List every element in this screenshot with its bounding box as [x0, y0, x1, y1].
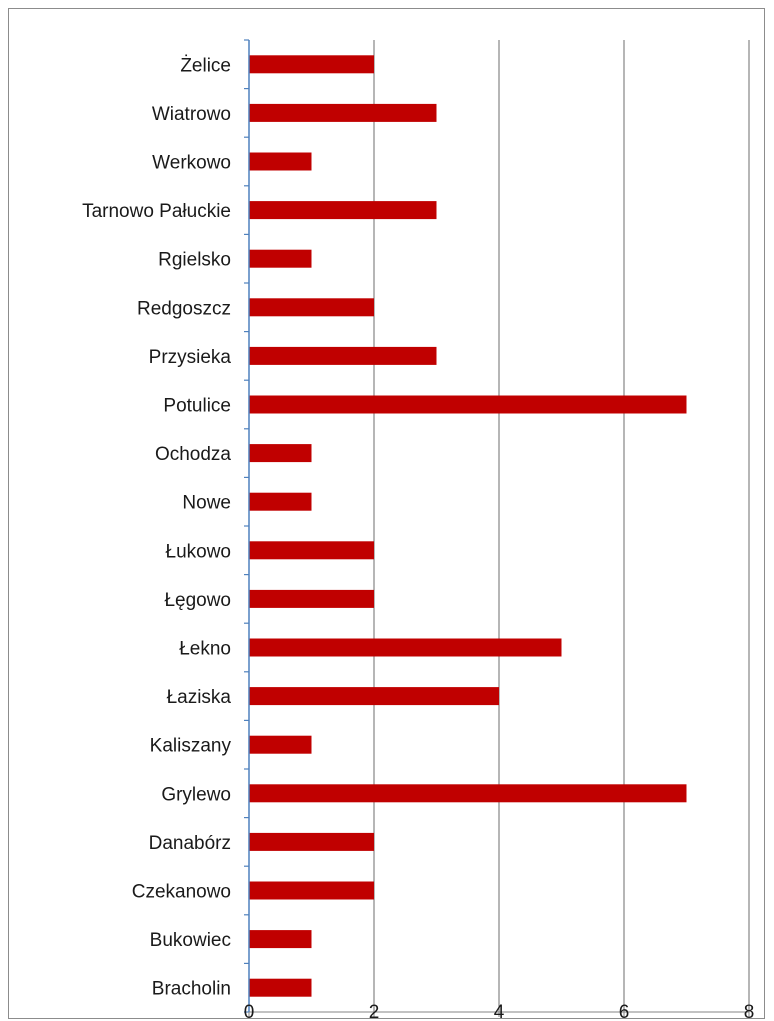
category-label-4: Rgielsko [158, 250, 231, 271]
gridlines [373, 40, 750, 1012]
bar-18 [249, 930, 312, 949]
chart-frame: Żelice Wiatrowo Werkowo Tarnowo Pałuckie Rgi… [8, 8, 765, 1020]
bar-13 [249, 687, 499, 706]
bar-19 [249, 978, 312, 997]
category-label-3: Tarnowo Pałuckie [82, 201, 231, 222]
category-label-17: Czekanowo [132, 882, 231, 903]
category-labels: Żelice Wiatrowo Werkowo Tarnowo Pałuckie Rgi… [82, 55, 231, 999]
category-label-8: Ochodza [155, 444, 231, 465]
x-tick-label-1: 2 [369, 1002, 380, 1020]
x-tick-labels: 0 2 4 6 8 [244, 1002, 755, 1020]
category-label-16: Danabórz [149, 833, 231, 854]
bars [249, 55, 687, 997]
category-label-13: Łaziska [167, 687, 232, 708]
x-tick-label-2: 4 [494, 1002, 505, 1020]
category-label-1: Wiatrowo [152, 104, 231, 125]
category-label-19: Bracholin [152, 979, 231, 1000]
x-tick-label-3: 6 [619, 1002, 630, 1020]
bar-8 [249, 444, 312, 463]
bar-17 [249, 881, 374, 900]
bar-10 [249, 541, 374, 560]
category-label-0: Żelice [180, 55, 231, 76]
bar-15 [249, 784, 687, 803]
category-label-5: Redgoszcz [137, 298, 231, 319]
category-label-15: Grylewo [161, 784, 231, 805]
bar-14 [249, 735, 312, 754]
category-label-2: Werkowo [152, 153, 231, 174]
category-label-7: Potulice [163, 396, 231, 417]
bar-5 [249, 298, 374, 317]
bar-6 [249, 346, 437, 365]
bar-12 [249, 638, 562, 657]
category-label-11: Łęgowo [164, 590, 231, 611]
bar-4 [249, 249, 312, 268]
bar-11 [249, 589, 374, 608]
bar-7 [249, 395, 687, 414]
category-label-10: Łukowo [166, 541, 232, 562]
x-tick-label-0: 0 [244, 1002, 255, 1020]
category-label-18: Bukowiec [150, 930, 231, 951]
bar-16 [249, 832, 374, 851]
bar-3 [249, 201, 437, 220]
bar-0 [249, 55, 374, 74]
bar-chart: Żelice Wiatrowo Werkowo Tarnowo Pałuckie Rgi… [82, 39, 755, 1020]
x-tick-label-4: 8 [744, 1002, 755, 1020]
axes [244, 39, 750, 1017]
bar-1 [249, 103, 437, 122]
bar-2 [249, 152, 312, 171]
category-label-14: Kaliszany [150, 736, 232, 757]
bar-9 [249, 492, 312, 511]
category-label-9: Nowe [182, 493, 231, 514]
category-label-12: Łekno [179, 639, 231, 660]
category-label-6: Przysieka [149, 347, 232, 368]
